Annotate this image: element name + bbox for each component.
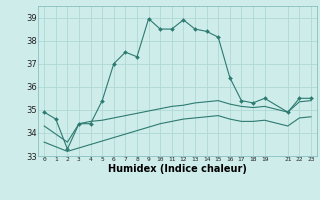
X-axis label: Humidex (Indice chaleur): Humidex (Indice chaleur)	[108, 164, 247, 174]
